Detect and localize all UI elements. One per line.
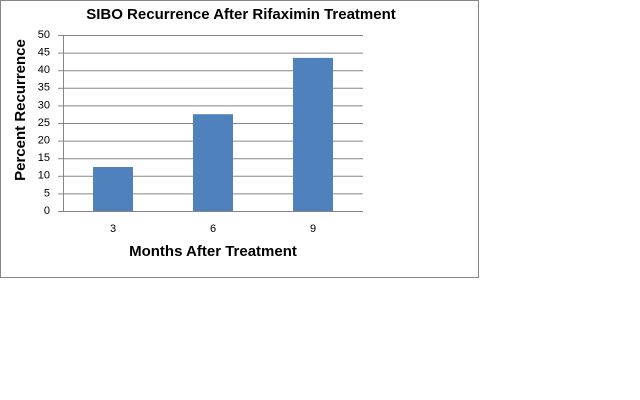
y-tick-label: 40 — [38, 64, 50, 76]
y-tick-label: 25 — [38, 117, 50, 129]
x-tick-label: 3 — [110, 223, 116, 235]
y-tick-label: 15 — [38, 152, 50, 164]
x-tick-label: 9 — [310, 223, 316, 235]
bar — [93, 167, 133, 211]
x-tick-label: 6 — [210, 223, 216, 235]
y-tick-label: 45 — [38, 47, 50, 59]
y-tick-label: 35 — [38, 82, 50, 94]
x-axis-title: Months After Treatment — [129, 243, 297, 260]
chart-title: SIBO Recurrence After Rifaximin Treatmen… — [86, 6, 396, 23]
y-tick-label: 10 — [38, 170, 50, 182]
bar — [293, 57, 333, 211]
y-tick-label: 20 — [38, 135, 50, 147]
bar — [193, 114, 233, 211]
chart-frame — [0, 0, 479, 278]
y-axis-title: Percent Recurrence — [12, 39, 29, 181]
y-tick-label: 50 — [38, 29, 50, 41]
y-tick-label: 30 — [38, 99, 50, 111]
y-tick-label: 5 — [44, 187, 50, 199]
y-tick-label: 0 — [44, 205, 50, 217]
